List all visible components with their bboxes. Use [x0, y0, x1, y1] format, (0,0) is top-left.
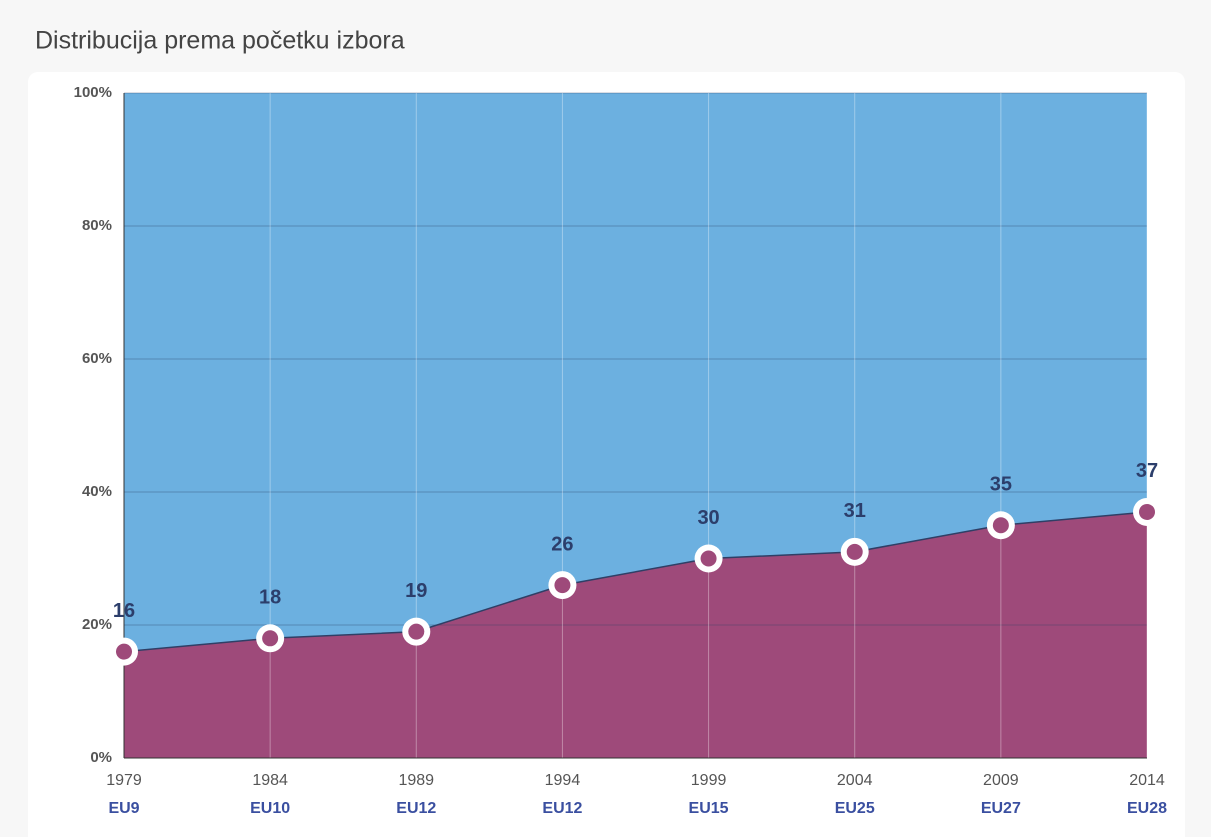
x-sub-label: EU27 — [981, 800, 1021, 817]
data-label: 35 — [990, 474, 1012, 496]
data-label: 37 — [1136, 460, 1158, 482]
data-label: 16 — [113, 600, 135, 622]
y-tick-label: 40% — [82, 483, 112, 500]
chart-title: Distribucija prema početku izbora — [35, 27, 405, 55]
x-tick-label: 2014 — [1129, 772, 1165, 789]
x-sub-label: EU15 — [689, 800, 729, 817]
y-tick-label: 20% — [82, 616, 112, 633]
marker — [992, 517, 1009, 534]
x-sub-label: EU12 — [396, 800, 436, 817]
area-line — [123, 511, 1148, 653]
marker — [554, 577, 571, 594]
x-sub-label: EU25 — [835, 800, 875, 817]
x-tick-label: 2009 — [983, 772, 1019, 789]
x-tick-label: 1984 — [252, 772, 288, 789]
marker — [262, 630, 279, 647]
data-label: 26 — [551, 533, 573, 555]
data-label: 19 — [405, 580, 427, 602]
x-sub-label: EU28 — [1127, 800, 1167, 817]
data-label: 18 — [259, 587, 281, 609]
y-tick-label: 100% — [74, 84, 112, 101]
data-label: 31 — [844, 500, 866, 522]
area — [124, 511, 1147, 758]
marker — [408, 623, 425, 640]
x-tick-label: 1994 — [545, 772, 581, 789]
x-tick-label: 2004 — [837, 772, 873, 789]
marker — [700, 550, 717, 567]
x-sub-label: EU10 — [250, 800, 290, 817]
x-tick-label: 1989 — [398, 772, 434, 789]
marker — [116, 643, 132, 660]
y-tick-label: 80% — [82, 217, 112, 234]
marker — [1139, 503, 1155, 520]
x-sub-label: EU9 — [108, 800, 139, 817]
y-tick-label: 0% — [90, 749, 112, 766]
marker — [846, 543, 863, 560]
x-sub-label: EU12 — [542, 800, 582, 817]
data-label: 30 — [697, 507, 719, 529]
y-tick-label: 60% — [82, 350, 112, 367]
x-tick-label: 1999 — [691, 772, 727, 789]
x-tick-label: 1979 — [106, 772, 142, 789]
